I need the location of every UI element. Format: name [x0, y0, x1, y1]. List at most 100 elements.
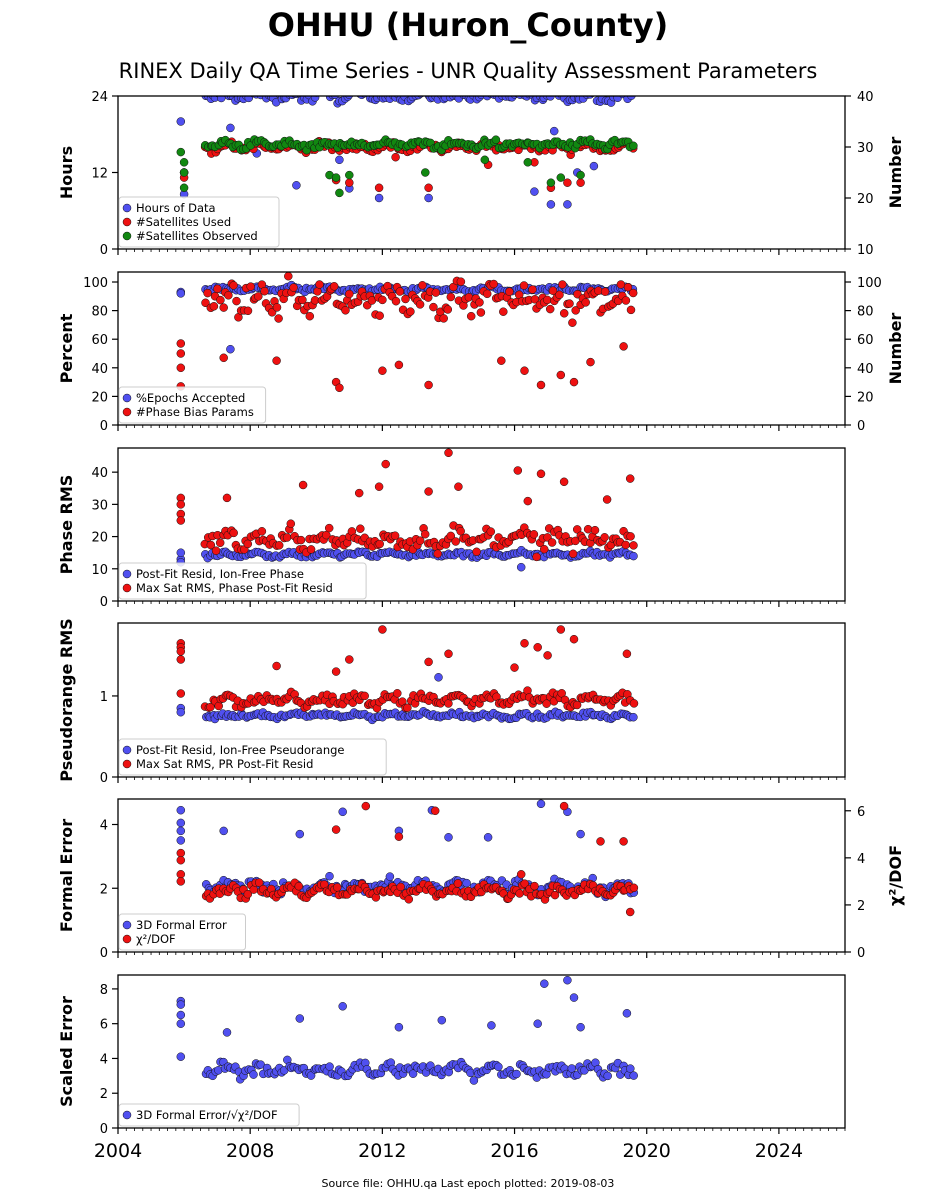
- outlier-point: [543, 651, 552, 660]
- series-4-1: [176, 801, 639, 917]
- point: [548, 286, 558, 295]
- y-axis-label: Pseudorange RMS: [57, 618, 76, 781]
- y-tick-label: 8: [100, 983, 108, 998]
- y-tick-label: 4: [100, 819, 108, 834]
- x-tick-label: 2020: [623, 1140, 671, 1162]
- point: [367, 96, 370, 97]
- legend-marker: [122, 583, 132, 593]
- figure-subtitle: RINEX Daily QA Time Series - UNR Quality…: [119, 59, 818, 83]
- outlier-point: [487, 1021, 496, 1030]
- point: [439, 314, 448, 323]
- outlier-point: [391, 152, 400, 162]
- point: [306, 545, 316, 554]
- point: [296, 535, 306, 545]
- point: [568, 549, 578, 559]
- y-axis-label: Scaled Error: [57, 996, 76, 1107]
- outlier-point: [354, 488, 364, 498]
- point: [584, 96, 586, 97]
- point: [542, 699, 551, 708]
- outlier-point: [378, 625, 387, 634]
- point: [491, 135, 501, 144]
- y-tick-label: 20: [91, 531, 108, 546]
- y-tick-label: 80: [91, 305, 108, 320]
- outlier-point: [179, 183, 189, 193]
- legend-entry: Max Sat RMS, Phase Post-Fit Resid: [136, 581, 333, 595]
- point: [545, 304, 555, 314]
- panel-5-legend: 3D Formal Error/√χ²/DOF: [118, 1103, 300, 1127]
- point: [551, 85, 559, 93]
- point: [457, 87, 465, 95]
- point: [451, 537, 460, 546]
- legend-marker: [122, 203, 132, 213]
- point: [550, 890, 560, 900]
- outlier-point: [176, 1052, 186, 1061]
- outlier-point: [176, 870, 186, 879]
- outlier-point: [335, 383, 344, 393]
- point: [260, 286, 269, 296]
- outlier-point: [176, 826, 186, 836]
- point: [505, 287, 514, 296]
- point: [219, 303, 228, 312]
- point: [315, 280, 324, 289]
- point: [623, 282, 633, 292]
- point: [401, 294, 410, 304]
- legend-entry: χ²/DOF: [136, 932, 176, 946]
- point: [254, 88, 262, 96]
- legend-entry: Hours of Data: [136, 201, 216, 215]
- point: [547, 538, 557, 547]
- outlier-point: [335, 155, 344, 165]
- series-3-0: [176, 673, 638, 725]
- legend-marker: [122, 1110, 132, 1120]
- outlier-point: [335, 188, 344, 198]
- outlier-point: [176, 848, 186, 858]
- outlier-point: [576, 178, 585, 187]
- outlier-point: [176, 349, 186, 358]
- point: [600, 287, 610, 296]
- point: [482, 289, 492, 299]
- outlier-point: [569, 634, 579, 644]
- y-tick-label: 24: [91, 90, 108, 105]
- y-tick-label: 12: [91, 167, 108, 182]
- y-right-tick-label: 20: [857, 390, 874, 405]
- outlier-point: [176, 500, 186, 509]
- point: [306, 1071, 316, 1080]
- point: [357, 96, 360, 97]
- point: [305, 311, 315, 321]
- point: [272, 303, 282, 312]
- outlier-point: [176, 836, 186, 845]
- point: [489, 279, 498, 289]
- outlier-point: [378, 366, 387, 375]
- point: [404, 895, 414, 904]
- point: [390, 531, 400, 540]
- series-2-1: [176, 448, 638, 562]
- point: [629, 1071, 638, 1080]
- point: [623, 96, 628, 97]
- point: [629, 141, 638, 151]
- y-axis-label: Percent: [57, 313, 76, 383]
- y-tick-label: 60: [91, 333, 108, 348]
- panel-0-points: [176, 85, 638, 209]
- outlier-point: [176, 147, 186, 157]
- legend-marker: [122, 759, 132, 769]
- outlier-point: [176, 877, 186, 886]
- outlier-point: [176, 647, 186, 656]
- y-tick-label: 0: [100, 595, 108, 610]
- outlier-point: [430, 806, 440, 816]
- outlier-point: [424, 183, 433, 193]
- point: [318, 87, 326, 95]
- point: [559, 309, 569, 318]
- point: [433, 549, 442, 558]
- panel-1-points: [176, 272, 638, 393]
- outlier-point: [576, 829, 585, 839]
- outlier-point: [602, 495, 612, 504]
- outlier-point: [219, 826, 228, 836]
- point: [244, 96, 254, 103]
- point: [206, 540, 216, 550]
- point: [356, 524, 365, 533]
- point: [572, 525, 582, 534]
- outlier-point: [176, 818, 186, 828]
- point: [515, 889, 524, 898]
- outlier-point: [569, 993, 579, 1002]
- point: [360, 691, 369, 701]
- outlier-point: [596, 837, 605, 846]
